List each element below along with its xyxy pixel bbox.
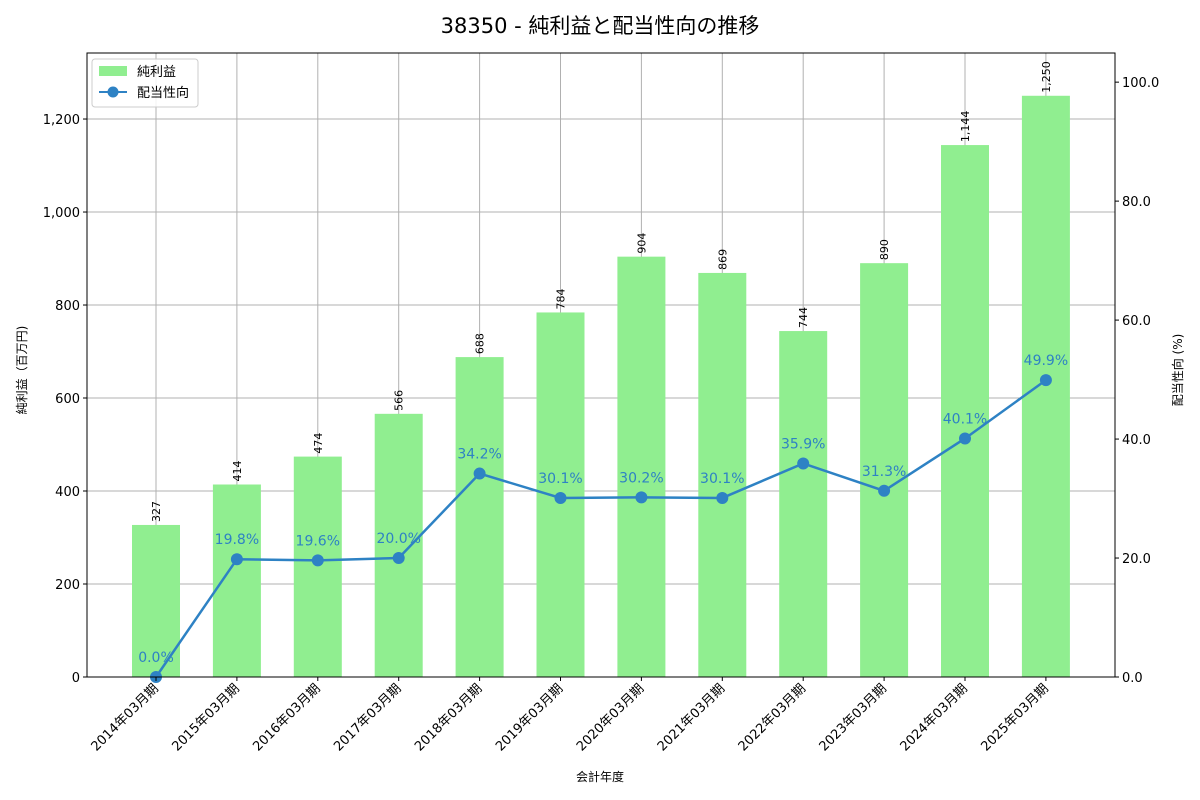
line-value-labels: 0.0% 19.8% 19.6% 20.0% 34.2% 30.1% 30.2% 30.1% 3…: [138, 353, 1068, 666]
left-y-axis: 0 200 400 600 800 1,000 1,200: [43, 113, 87, 686]
payout-ratio-line: [154, 379, 1047, 678]
plot-frame: [86, 52, 1116, 678]
left-tick-label: 1,200: [43, 113, 80, 128]
bar-value-label: 784: [555, 288, 568, 309]
line-value-label: 19.6%: [296, 533, 340, 549]
right-y-axis-label: 配当性向 (%): [1170, 334, 1185, 407]
bar: [779, 331, 828, 677]
bar-value-label: 474: [312, 433, 325, 454]
x-tick-label: 2024年03月期: [898, 681, 971, 754]
x-tick-label: 2017年03月期: [331, 681, 404, 754]
x-tick-label: 2025年03月期: [978, 681, 1051, 754]
bar-value-labels: 327 414 474 566 688 784 904 869 744 890 1,144 1,250: [150, 61, 1053, 522]
line-marker: [473, 467, 486, 480]
left-tick-label: 800: [55, 299, 80, 314]
bar-value-label: 869: [716, 249, 729, 270]
line-value-label: 49.9%: [1024, 353, 1068, 369]
bar-value-label: 890: [878, 239, 891, 260]
x-tick-label: 2018年03月期: [412, 681, 485, 754]
bar-value-label: 1,144: [959, 111, 972, 143]
line-value-label: 0.0%: [138, 650, 174, 666]
line-value-label: 40.1%: [943, 411, 987, 427]
line-value-label: 35.9%: [781, 436, 825, 452]
left-tick-label: 400: [55, 485, 80, 500]
legend-bar-swatch: [99, 66, 127, 76]
bar-value-label: 1,250: [1040, 61, 1053, 93]
x-tick-label: 2023年03月期: [817, 681, 890, 754]
legend-label-payout-ratio: 配当性向: [137, 85, 189, 101]
right-tick-label: 20.0: [1122, 552, 1151, 567]
bar-value-label: 688: [474, 333, 487, 354]
left-tick-label: 200: [55, 578, 80, 593]
x-tick-label: 2022年03月期: [736, 681, 809, 754]
bar-value-label: 327: [150, 501, 163, 522]
chart-title: 38350 - 純利益と配当性向の推移: [441, 14, 760, 38]
left-tick-label: 600: [55, 392, 80, 407]
line-marker: [959, 432, 971, 445]
bar-value-label: 904: [635, 233, 648, 254]
bar: [698, 272, 747, 677]
x-tick-label: 2016年03月期: [250, 681, 323, 754]
right-tick-label: 80.0: [1122, 195, 1151, 210]
bar: [293, 456, 342, 677]
line-marker: [1039, 374, 1052, 387]
x-tick-label: 2015年03月期: [169, 681, 242, 754]
line-value-label: 19.8%: [215, 532, 259, 548]
right-tick-label: 100.0: [1122, 76, 1159, 91]
bar: [1021, 95, 1070, 677]
right-tick-label: 40.0: [1122, 433, 1151, 448]
x-tick-label: 2014年03月期: [89, 681, 162, 754]
right-y-axis: 0.0 20.0 40.0 60.0 80.0 100.0: [1115, 76, 1159, 686]
line-value-label: 30.1%: [538, 471, 582, 487]
line-marker: [716, 491, 729, 504]
left-tick-label: 0: [72, 671, 80, 686]
line-value-label: 30.2%: [619, 470, 663, 486]
line-value-label: 34.2%: [457, 447, 501, 463]
bar-series-net-income: [132, 95, 1070, 678]
bar: [455, 357, 504, 677]
bar: [212, 484, 261, 677]
x-axis-label: 会計年度: [576, 769, 624, 784]
line-value-label: 31.3%: [862, 464, 906, 480]
right-tick-label: 60.0: [1122, 314, 1151, 329]
bar: [617, 256, 666, 677]
left-tick-label: 1,000: [43, 206, 80, 221]
line-marker: [392, 552, 405, 565]
legend-label-net-income: 純利益: [137, 65, 176, 80]
x-tick-label: 2020年03月期: [574, 681, 647, 754]
line-marker: [797, 457, 810, 470]
x-tick-label: 2019年03月期: [493, 681, 566, 754]
line-marker: [554, 491, 567, 504]
bar-value-label: 744: [797, 307, 810, 328]
bar-value-label: 414: [231, 460, 244, 481]
x-axis: 2014年03月期 2015年03月期 2016年03月期 2017年03月期 2018…: [89, 677, 1052, 755]
line-marker: [311, 554, 324, 567]
line-value-label: 20.0%: [376, 531, 420, 547]
legend-marker-icon: [107, 86, 119, 98]
bar: [941, 145, 989, 678]
left-y-axis-label: 純利益（百万円): [15, 326, 29, 415]
line-marker: [878, 484, 891, 497]
line-value-label: 30.1%: [700, 471, 744, 487]
bar: [860, 263, 909, 677]
right-tick-label: 0.0: [1122, 671, 1143, 686]
line-marker: [230, 553, 243, 566]
bar: [374, 413, 423, 677]
line-series-payout-ratio: [150, 374, 1052, 683]
x-tick-label: 2021年03月期: [655, 681, 728, 754]
legend: 純利益 配当性向: [91, 58, 199, 108]
line-marker: [635, 491, 648, 504]
bar-value-label: 566: [393, 390, 406, 411]
